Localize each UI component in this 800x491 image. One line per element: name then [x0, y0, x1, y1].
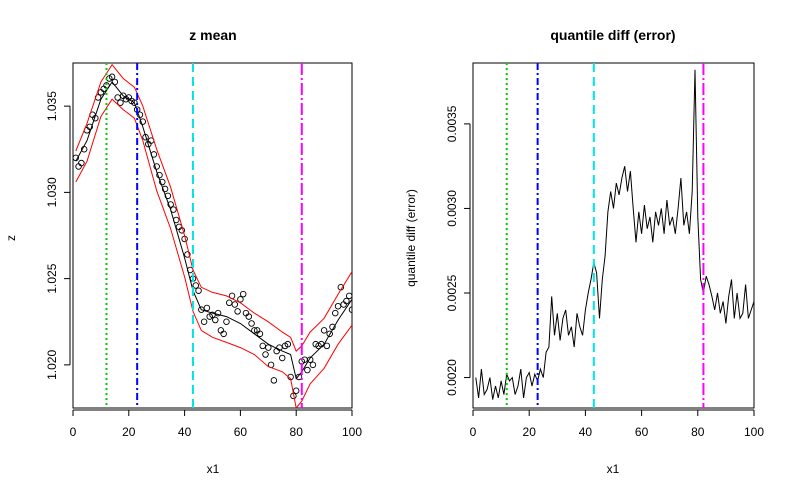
p0-point	[223, 318, 230, 326]
p0-point	[108, 73, 116, 81]
p0-series-line-3	[75, 98, 352, 408]
p0-point	[256, 330, 264, 338]
p0-point	[200, 318, 208, 326]
p0-point	[214, 309, 222, 317]
quantile-diff-marks: 0 20 40 60 80 100 0.0020 0.0025 0.0030 0.0035	[445, 62, 764, 439]
p0-x-tick-label: 40	[178, 425, 192, 439]
p1-x-tick-label: 80	[691, 425, 705, 439]
p0-point	[279, 354, 286, 362]
p0-point	[248, 320, 255, 327]
p1-series-line-0	[475, 69, 754, 400]
p0-point	[220, 330, 227, 338]
p0-point	[153, 163, 160, 170]
p0-point	[259, 342, 266, 350]
quantile-diff-ylabel: quantile diff (error)	[404, 189, 418, 287]
p1-plot-area	[475, 63, 754, 408]
quantile-diff-title: quantile diff (error)	[550, 27, 675, 43]
p0-point	[209, 311, 216, 319]
p0-x-tick-label: 100	[342, 425, 362, 439]
p0-x-tick-label: 80	[290, 425, 304, 439]
z-mean-title: z mean	[189, 27, 236, 43]
p1-x-tick-label: 60	[635, 425, 649, 439]
z-mean-ylabel: z	[4, 235, 18, 241]
p0-point	[195, 287, 202, 294]
z-mean-panel: z mean x1 z 0 20 40 60 80 100 1.020 1.025 1.030 1…	[4, 27, 362, 476]
p0-point	[131, 99, 138, 106]
p1-y-tick-label: 0.0020	[445, 359, 459, 396]
p0-point	[198, 306, 205, 313]
p0-point	[343, 297, 350, 305]
p0-point	[345, 292, 352, 300]
p1-y-tick-label: 0.0035	[445, 105, 459, 142]
z-mean-marks: 0 20 40 60 80 100 1.020 1.025 1.030 1.035	[45, 62, 362, 439]
p0-point	[323, 342, 331, 350]
p0-y-tick-label: 1.020	[45, 350, 59, 380]
p0-point	[309, 361, 317, 369]
p0-point	[239, 290, 247, 298]
quantile-diff-xlabel: x1	[607, 462, 620, 476]
p0-point	[270, 377, 278, 384]
p0-point	[212, 316, 219, 324]
p0-point	[320, 327, 328, 334]
p0-y-tick-label: 1.035	[45, 91, 59, 121]
p1-y-tick-label: 0.0025	[445, 274, 459, 311]
p0-point	[184, 251, 191, 258]
p0-point	[265, 344, 272, 351]
z-mean-xlabel: x1	[207, 462, 220, 476]
p0-point	[251, 327, 258, 334]
p0-plot-area	[73, 63, 352, 408]
p0-point	[117, 99, 124, 106]
p0-x-tick-label: 60	[234, 425, 248, 439]
p0-point	[306, 356, 314, 363]
p0-point	[78, 159, 85, 167]
p0-point	[348, 306, 352, 313]
p0-point	[192, 282, 200, 289]
p1-x-tick-label: 0	[470, 425, 477, 439]
p0-x-tick-label: 0	[70, 425, 77, 439]
p0-y-tick-label: 1.025	[45, 263, 59, 293]
p0-point	[284, 340, 292, 348]
p0-point	[334, 302, 342, 310]
p0-point	[161, 185, 169, 193]
quantile-diff-panel: quantile diff (error) x1 quantile diff (…	[404, 27, 764, 476]
p1-x-tick-label: 20	[523, 425, 537, 439]
p0-point	[86, 123, 93, 131]
p0-point	[231, 301, 239, 308]
p0-point	[225, 299, 233, 307]
p0-plot-box	[72, 62, 353, 409]
p1-y-tick-label: 0.0030	[445, 190, 459, 227]
p0-point	[203, 304, 211, 312]
p0-point	[262, 351, 269, 358]
p1-x-tick-label: 40	[579, 425, 593, 439]
p0-point	[237, 296, 244, 303]
p0-point	[159, 178, 166, 186]
p0-point	[139, 118, 146, 125]
p0-point	[167, 201, 174, 208]
p1-plot-box	[472, 62, 755, 409]
p0-point	[326, 330, 333, 338]
p0-point	[332, 309, 339, 317]
p0-point	[245, 313, 253, 320]
p0-y-tick-label: 1.030	[45, 177, 59, 207]
p0-point	[276, 344, 283, 351]
p0-point	[304, 366, 311, 374]
p0-point	[114, 94, 121, 101]
p0-point	[234, 308, 241, 315]
p1-x-tick-label: 100	[744, 425, 764, 439]
p0-x-tick-label: 20	[122, 425, 136, 439]
